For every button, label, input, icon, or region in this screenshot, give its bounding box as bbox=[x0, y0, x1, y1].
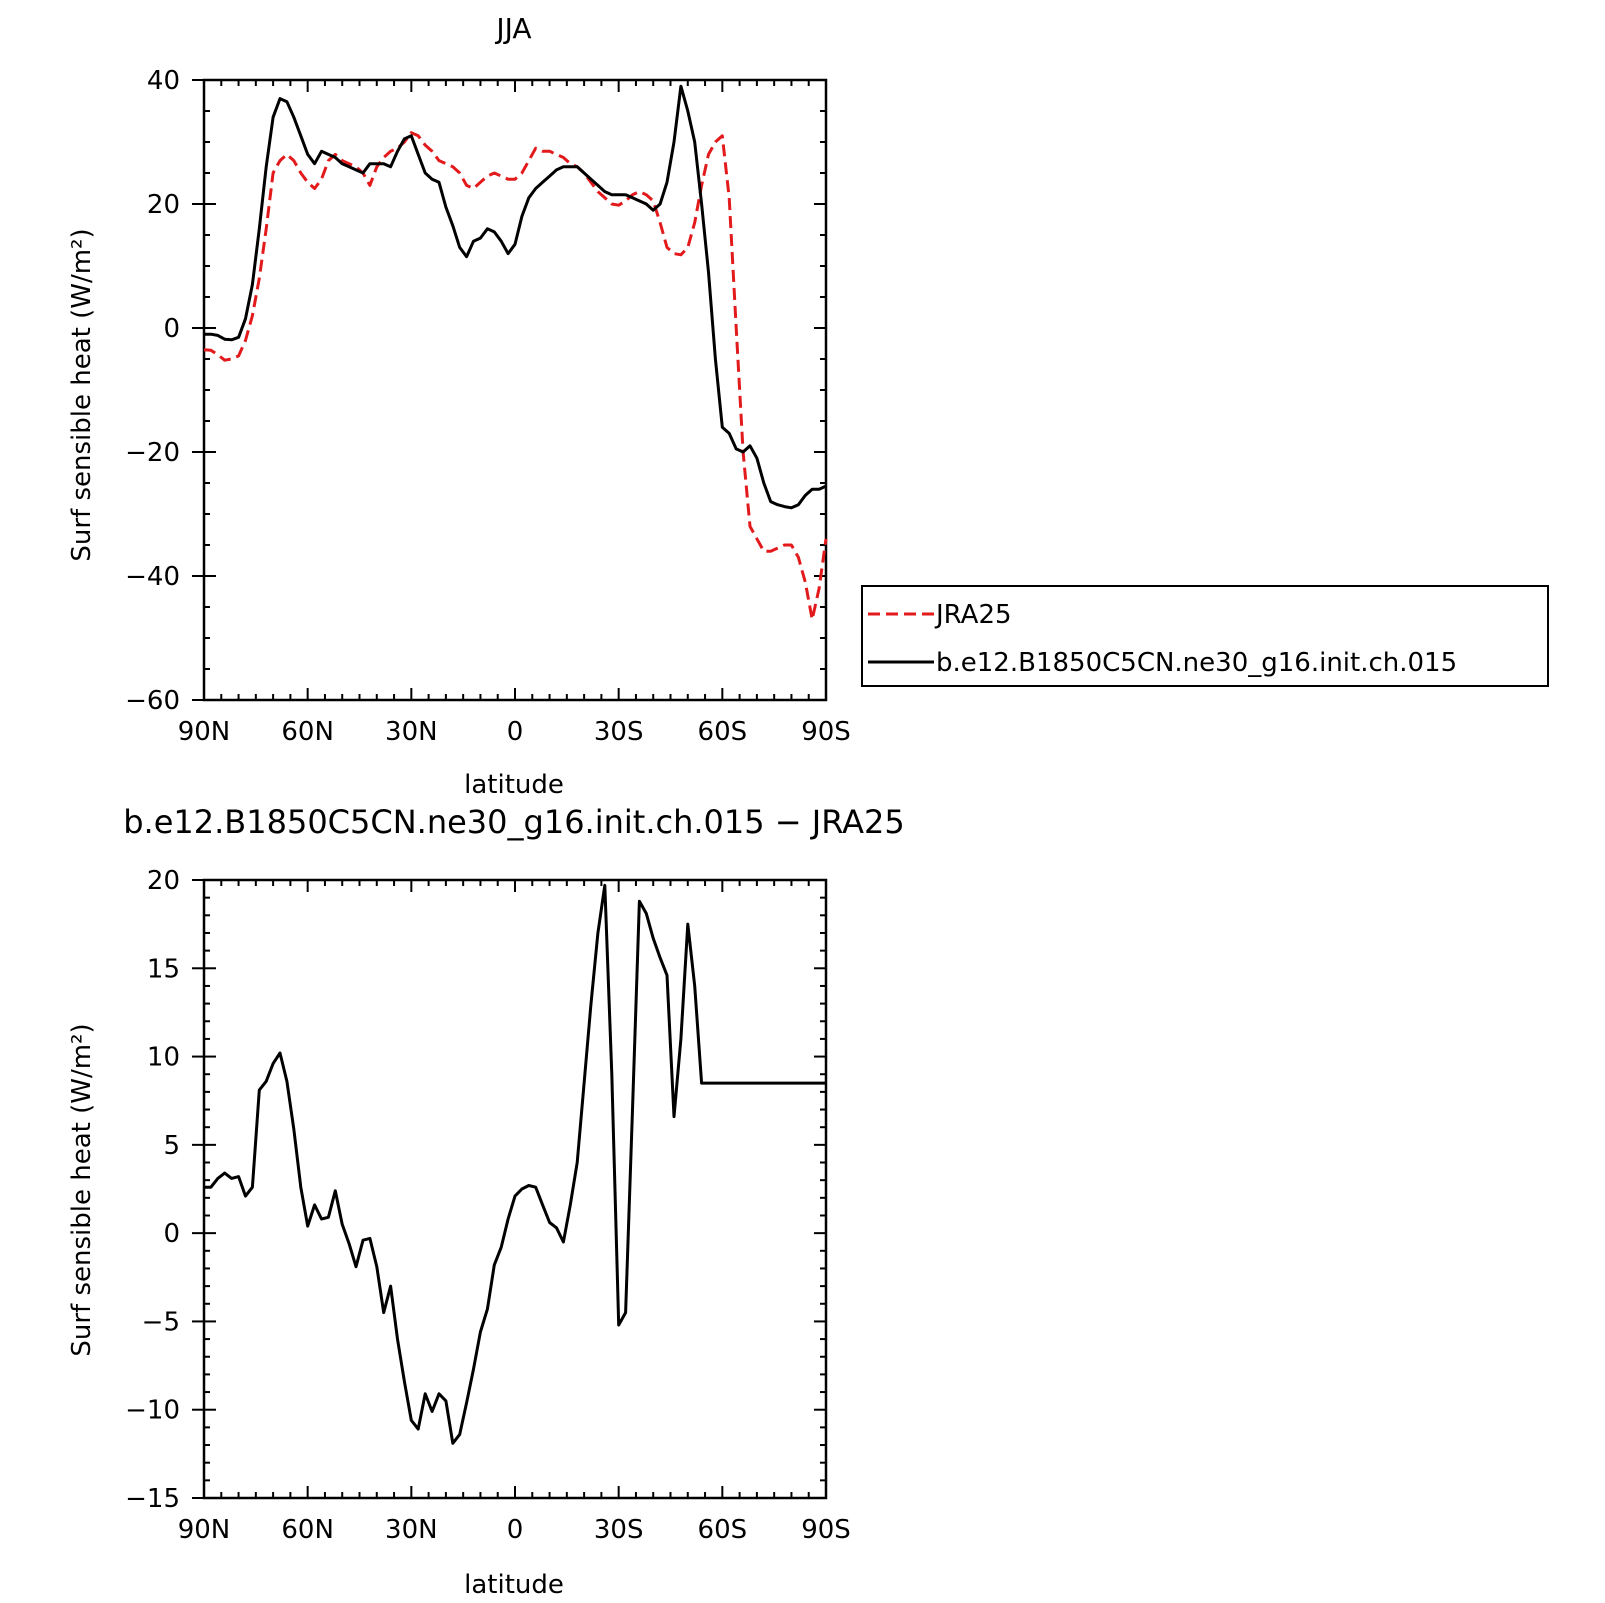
x-tick-label: 90N bbox=[178, 717, 231, 747]
x-tick-label: 30S bbox=[594, 1515, 644, 1545]
top-chart-series bbox=[203, 84, 828, 621]
y-tick-label: 0 bbox=[163, 314, 180, 344]
series-line-1 bbox=[204, 84, 827, 510]
y-tick-label: −5 bbox=[142, 1307, 180, 1337]
y-tick-label: −15 bbox=[125, 1484, 180, 1514]
x-tick-label: 30S bbox=[594, 717, 644, 747]
y-tick-label: −60 bbox=[125, 686, 180, 716]
y-tick-label: 10 bbox=[147, 1043, 180, 1073]
series-line-0 bbox=[203, 131, 828, 621]
series-line-0 bbox=[204, 883, 826, 1445]
y-tick-label: 5 bbox=[163, 1131, 180, 1161]
x-tick-label: 90N bbox=[178, 1515, 231, 1545]
plot-frame bbox=[202, 878, 828, 1500]
bottom-chart-series bbox=[204, 883, 826, 1445]
x-tick-label: 60N bbox=[281, 1515, 334, 1545]
bottom-chart-axes: 90N 60N 30N 0 30S 60S 90S −15 −10 −5 0 5 10 15 20 bbox=[125, 866, 851, 1545]
y-axis-label: Surf sensible heat (W/m²) bbox=[67, 1023, 97, 1356]
y-tick-label: −20 bbox=[125, 438, 180, 468]
plot-frame bbox=[202, 78, 828, 702]
y-tick-label: 15 bbox=[147, 954, 180, 984]
y-tick-label: 20 bbox=[147, 866, 180, 896]
y-tick-label: 20 bbox=[147, 190, 180, 220]
y-tick-label: −40 bbox=[125, 562, 180, 592]
x-tick-label: 30N bbox=[385, 717, 438, 747]
top-chart-axes: 90N 60N 30N 0 30S 60S 90S −60 −40 −20 0 20 40 bbox=[125, 66, 851, 747]
top-chart-panel: JJA latitude Surf sensible heat (W/m²) 9… bbox=[67, 12, 851, 800]
x-tick-label: 0 bbox=[507, 1515, 524, 1545]
x-tick-label: 90S bbox=[801, 1515, 851, 1545]
y-tick-label: 0 bbox=[163, 1219, 180, 1249]
legend: JRA25 b.e12.B1850C5CN.ne30_g16.init.ch.0… bbox=[861, 585, 1549, 687]
chart-title: JJA bbox=[494, 12, 531, 45]
legend-box bbox=[861, 585, 1549, 687]
x-tick-label: 0 bbox=[507, 717, 524, 747]
chart-title: b.e12.B1850C5CN.ne30_g16.init.ch.015 − J… bbox=[123, 803, 905, 841]
x-tick-label: 60N bbox=[281, 717, 334, 747]
legend-label-jra25: JRA25 bbox=[934, 600, 1012, 630]
x-axis-label: latitude bbox=[464, 1570, 564, 1600]
legend-label-model: b.e12.B1850C5CN.ne30_g16.init.ch.015 bbox=[936, 648, 1457, 678]
bottom-chart-panel: b.e12.B1850C5CN.ne30_g16.init.ch.015 − J… bbox=[67, 803, 905, 1600]
x-tick-label: 30N bbox=[385, 1515, 438, 1545]
y-tick-label: −10 bbox=[125, 1396, 180, 1426]
x-tick-label: 60S bbox=[698, 1515, 748, 1545]
x-tick-label: 60S bbox=[698, 717, 748, 747]
y-axis-label: Surf sensible heat (W/m²) bbox=[67, 228, 97, 561]
x-tick-label: 90S bbox=[801, 717, 851, 747]
x-axis-label: latitude bbox=[464, 770, 564, 800]
y-tick-label: 40 bbox=[147, 66, 180, 96]
